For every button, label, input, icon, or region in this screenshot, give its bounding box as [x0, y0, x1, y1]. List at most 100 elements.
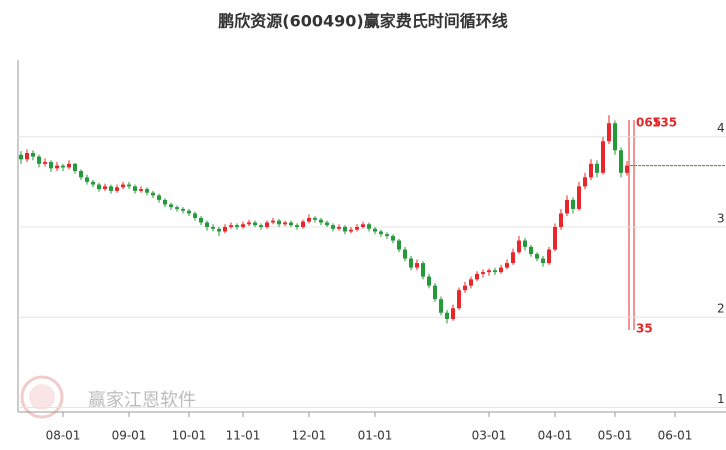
candle-body [421, 263, 425, 277]
candle-body [127, 184, 131, 187]
candle-body [307, 217, 311, 222]
candle-body [415, 263, 419, 268]
candle-body [229, 225, 233, 227]
candle-body [505, 263, 509, 268]
candle-body [283, 222, 287, 225]
x-tick-label: 09-01 [112, 429, 147, 443]
candle-body [175, 207, 179, 209]
candle-body [373, 228, 377, 232]
candle-body [361, 224, 365, 227]
candle-body [295, 225, 299, 227]
candle-body [595, 163, 599, 173]
candle-body [313, 217, 317, 220]
y-tick-label: 1 [717, 392, 725, 406]
candle-body [475, 273, 479, 280]
watermark: 赢家江恩软件 [88, 389, 196, 411]
y-tick-label: 3 [717, 211, 725, 225]
candle-body [517, 240, 521, 253]
candle-body [223, 226, 227, 232]
candle-body [193, 213, 197, 218]
x-tick-label: 12-01 [292, 429, 327, 443]
candle-body [523, 240, 527, 247]
candle-body [547, 249, 551, 264]
candle-body [337, 226, 341, 229]
candle-body [451, 308, 455, 320]
y-tick-label: 2 [717, 302, 725, 316]
candle-body [133, 186, 137, 191]
candle-body [613, 123, 617, 151]
candle-body [271, 220, 275, 223]
candle-body [469, 279, 473, 286]
candle-body [589, 163, 593, 178]
candle-body [259, 225, 263, 227]
candle-body [433, 285, 437, 300]
candle-body [91, 181, 95, 185]
x-tick-label: 04-01 [538, 429, 573, 443]
candle-body [439, 299, 443, 313]
watermark-logo [20, 375, 64, 419]
candle-body [181, 208, 185, 211]
cycle-label: 35 [636, 322, 653, 336]
candle-body [49, 162, 53, 169]
cycle-label: 135 [652, 116, 677, 130]
candle-body [109, 186, 113, 191]
candle-body [97, 184, 101, 190]
candle-body [121, 184, 125, 188]
candle-body [481, 272, 485, 274]
candle-body [25, 152, 29, 160]
candle-body [67, 163, 71, 168]
candle-body [31, 152, 35, 157]
candle-body [625, 165, 629, 173]
candle-body [253, 222, 257, 226]
y-tick-label: 4 [717, 121, 725, 135]
candle-body [607, 123, 611, 142]
candle-body [529, 246, 533, 255]
candle-body [457, 290, 461, 309]
candle-body [187, 210, 191, 214]
candle-body [559, 213, 563, 227]
candle-body [235, 225, 239, 227]
candle-body [319, 219, 323, 223]
chart-title: 鹏欣资源(600490)赢家费氏时间循环线 [218, 12, 507, 31]
x-tick-label: 08-01 [46, 429, 81, 443]
candle-body [211, 226, 215, 229]
candle-body [145, 189, 149, 193]
candle-body [409, 258, 413, 268]
x-tick-label: 03-01 [472, 429, 507, 443]
candle-body [397, 240, 401, 250]
candle-body [379, 231, 383, 235]
candle-body [205, 222, 209, 227]
candle-body [391, 236, 395, 241]
candle-body [265, 222, 269, 227]
candle-body [151, 192, 155, 196]
candle-body [217, 228, 221, 232]
candle-body [445, 312, 449, 320]
candle-body [139, 189, 143, 191]
candle-body [85, 177, 89, 182]
candle-body [583, 177, 587, 187]
candle-body [577, 186, 581, 209]
candle-body [55, 165, 59, 169]
candle-body [79, 171, 83, 178]
candle-body [403, 249, 407, 259]
candle-body [571, 199, 575, 209]
candle-body [199, 217, 203, 223]
candle-body [61, 165, 65, 168]
candle-body [385, 234, 389, 237]
x-tick-label: 05-01 [598, 429, 633, 443]
candle-body [349, 229, 353, 232]
candle-body [487, 270, 491, 273]
candle-body [565, 199, 569, 214]
candle-body [325, 222, 329, 226]
candle-body [343, 226, 347, 232]
x-tick-label: 11-01 [226, 429, 261, 443]
candle-body [277, 220, 281, 225]
candle-body [301, 221, 305, 227]
candle-body [511, 252, 515, 264]
candle-body [73, 163, 77, 172]
candle-body [367, 224, 371, 229]
candle-body [463, 285, 467, 291]
x-tick-label: 06-01 [658, 429, 693, 443]
candle-body [103, 186, 107, 190]
